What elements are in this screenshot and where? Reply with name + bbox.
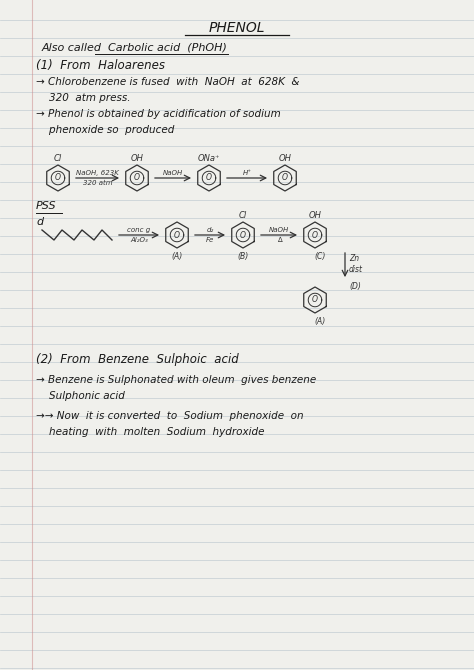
Text: d: d	[36, 217, 43, 227]
Text: 320  atm press.: 320 atm press.	[36, 93, 130, 103]
Text: → Phenol is obtained by acidification of sodium: → Phenol is obtained by acidification of…	[36, 109, 281, 119]
Text: → Benzene is Sulphonated with oleum  gives benzene: → Benzene is Sulphonated with oleum give…	[36, 375, 316, 385]
Text: (C): (C)	[314, 252, 326, 261]
Text: OH: OH	[309, 211, 321, 220]
Text: H⁺: H⁺	[243, 170, 252, 176]
Text: d₂: d₂	[206, 227, 214, 233]
Text: PHENOL: PHENOL	[209, 21, 265, 35]
Text: heating  with  molten  Sodium  hydroxide: heating with molten Sodium hydroxide	[36, 427, 264, 437]
Text: (B): (B)	[237, 252, 249, 261]
Text: (A): (A)	[172, 252, 182, 261]
Text: ONa⁺: ONa⁺	[198, 154, 220, 163]
Text: Also called  Carbolic acid  (PhOH): Also called Carbolic acid (PhOH)	[42, 43, 228, 53]
Text: ∆: ∆	[277, 237, 281, 243]
Text: Cl: Cl	[54, 154, 62, 163]
Text: phenoxide so  produced: phenoxide so produced	[36, 125, 174, 135]
Text: NaOH: NaOH	[163, 170, 183, 176]
Text: O: O	[55, 174, 61, 182]
Text: (2)  From  Benzene  Sulphoic  acid: (2) From Benzene Sulphoic acid	[36, 354, 239, 366]
Text: O: O	[134, 174, 140, 182]
Text: →→ Now  it is converted  to  Sodium  phenoxide  on: →→ Now it is converted to Sodium phenoxi…	[36, 411, 304, 421]
Text: conc g: conc g	[128, 227, 151, 233]
Text: (1)  From  Haloarenes: (1) From Haloarenes	[36, 60, 165, 72]
Text: Al₂O₃: Al₂O₃	[130, 237, 148, 243]
Text: NaOH, 623K: NaOH, 623K	[76, 170, 119, 176]
Text: → Chlorobenzene is fused  with  NaOH  at  628K  &: → Chlorobenzene is fused with NaOH at 62…	[36, 77, 300, 87]
Text: Sulphonic acid: Sulphonic acid	[36, 391, 125, 401]
Text: O: O	[312, 230, 318, 239]
Text: (D): (D)	[349, 282, 361, 291]
Text: OH: OH	[279, 154, 292, 163]
Text: O: O	[240, 230, 246, 239]
Text: NaOH: NaOH	[269, 227, 289, 233]
Text: (A): (A)	[314, 317, 326, 326]
Text: O: O	[206, 174, 212, 182]
Text: Cl: Cl	[239, 211, 247, 220]
Text: O: O	[312, 295, 318, 304]
Text: O: O	[174, 230, 180, 239]
Text: PSS: PSS	[36, 201, 56, 211]
Text: O: O	[282, 174, 288, 182]
Text: Fe: Fe	[206, 237, 214, 243]
Text: Zn
dist: Zn dist	[349, 255, 363, 274]
Text: OH: OH	[130, 154, 144, 163]
Text: 320 atm: 320 atm	[82, 180, 112, 186]
